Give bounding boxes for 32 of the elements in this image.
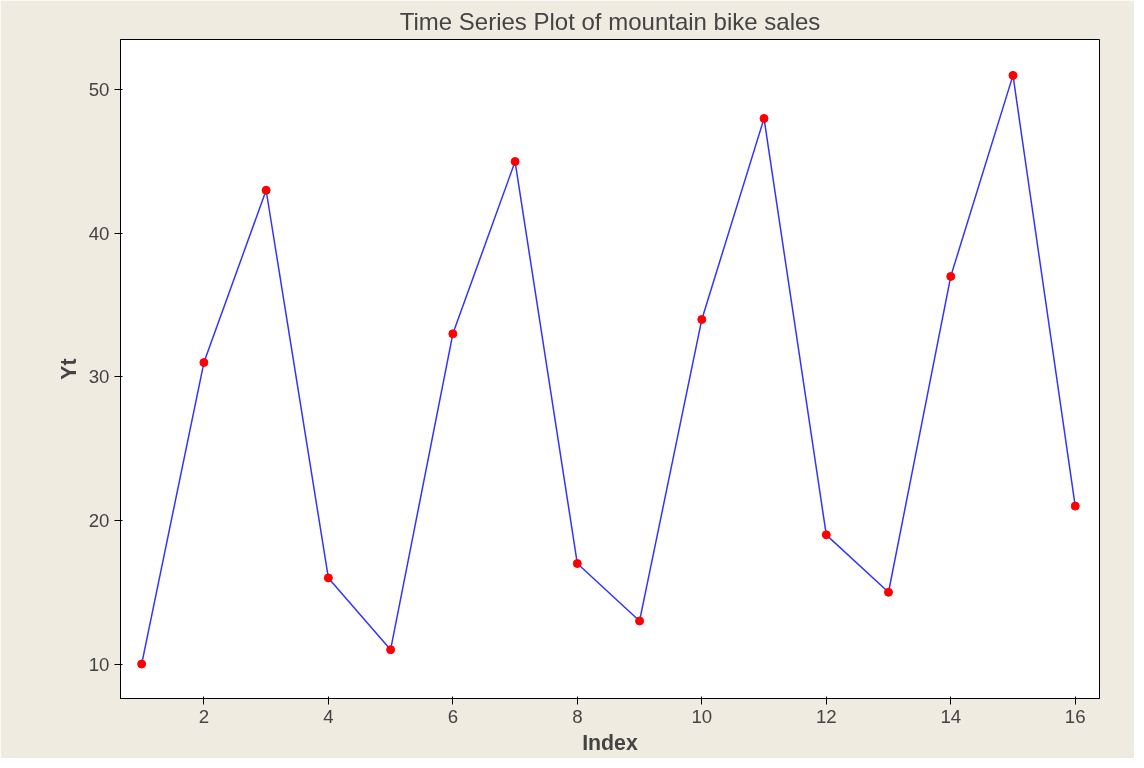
x-tick-label: 4 <box>323 705 334 727</box>
point <box>137 659 147 669</box>
point <box>510 157 520 167</box>
point <box>572 559 582 569</box>
y-tick-label: 40 <box>88 222 110 244</box>
point <box>884 587 894 597</box>
y-axis-title: Yt <box>56 358 81 380</box>
point <box>635 616 645 626</box>
x-tick-label: 10 <box>691 705 713 727</box>
y-tick-label: 10 <box>88 653 110 675</box>
x-tick-label: 14 <box>940 705 962 727</box>
chart-title: Time Series Plot of mountain bike sales <box>399 7 821 35</box>
point <box>386 645 396 655</box>
point <box>697 314 707 324</box>
y-tick-label: 50 <box>88 79 110 101</box>
point <box>946 271 956 281</box>
x-tick-label: 2 <box>198 705 210 727</box>
x-axis-title: Index <box>582 730 638 755</box>
y-tick-label: 20 <box>88 509 110 531</box>
point <box>1008 70 1018 80</box>
point <box>261 185 271 195</box>
x-tick-label: 16 <box>1064 705 1086 727</box>
point <box>448 329 458 339</box>
x-tick-label: 6 <box>447 705 459 727</box>
y-tick-label: 30 <box>88 366 110 388</box>
x-tick-label: 8 <box>572 705 583 727</box>
point <box>323 573 333 583</box>
x-tick-label: 12 <box>815 705 837 727</box>
point <box>199 358 209 368</box>
point <box>1070 501 1080 511</box>
point <box>821 530 831 540</box>
point <box>759 113 769 123</box>
